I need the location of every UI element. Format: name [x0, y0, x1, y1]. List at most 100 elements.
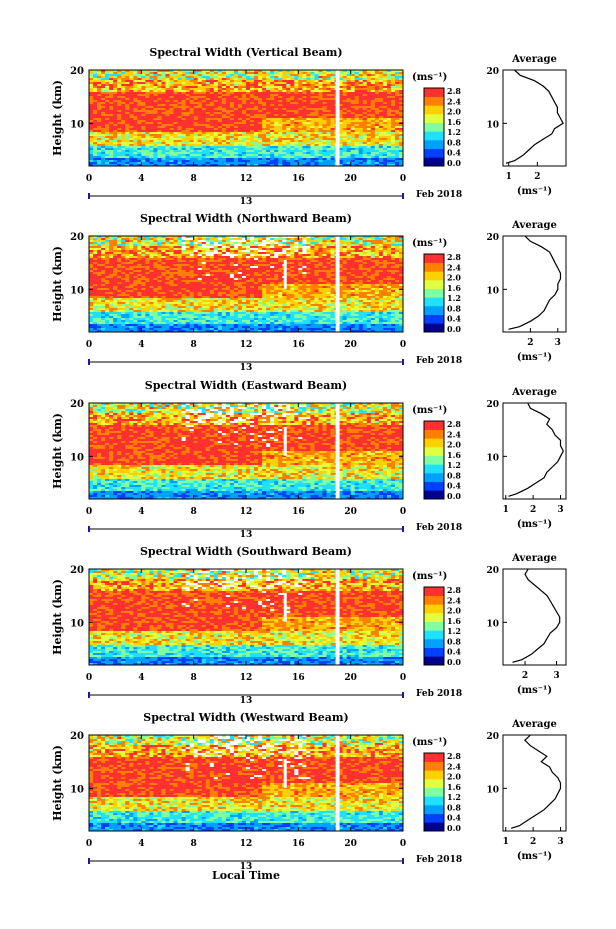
colorbar-segment: [424, 656, 444, 665]
x-tick-label: 16: [292, 507, 305, 517]
colorbar-segment: [424, 97, 444, 106]
data-gap-2: [336, 569, 340, 665]
colorbar-segment: [424, 271, 444, 280]
colorbar-segment: [424, 490, 444, 499]
colorbar-tick-label: 1.6: [447, 782, 461, 792]
y-tick-label: 10: [70, 452, 84, 463]
colorbar-tick-label: 0.4: [447, 481, 461, 491]
x-tick-label: 20: [344, 174, 357, 184]
avg-y-tick-label: 10: [486, 286, 499, 296]
colorbar-segment: [424, 280, 444, 289]
heatmap-cells: [89, 403, 403, 499]
heatmap-cells: [89, 236, 403, 332]
data-gap-1: [284, 759, 287, 788]
colorbar-tick-label: 0.0: [447, 823, 461, 833]
x-tick-label: 20: [344, 839, 357, 849]
average-profile-line: [509, 236, 561, 329]
x-tick-label: 16: [292, 673, 305, 683]
average-frame: [503, 569, 566, 665]
x-tick-label: 0: [400, 507, 406, 517]
avg-x-tick-label: 2: [530, 505, 536, 515]
y-tick-label: 20: [70, 232, 84, 243]
colorbar-segment: [424, 753, 444, 762]
y-tick-label: 10: [70, 119, 84, 130]
x-tick-label: 0: [86, 839, 92, 849]
colorbar-segment: [424, 131, 444, 140]
day-label: 13: [240, 197, 253, 207]
panel-2: Spectral Width (Northward Beam)2010Heigh…: [51, 212, 566, 373]
panel-4: Spectral Width (Southward Beam)2010Heigh…: [51, 545, 566, 706]
average-title: Average: [511, 387, 557, 398]
panel-5: Spectral Width (Westward Beam)2010Height…: [51, 711, 566, 872]
data-gap-1: [284, 593, 287, 622]
avg-y-tick-label: 20: [486, 233, 499, 243]
x-tick-label: 4: [138, 340, 144, 350]
colorbar-segment: [424, 88, 444, 97]
data-gap-2: [336, 403, 340, 499]
y-tick-label: 20: [70, 66, 84, 77]
colorbar-segment: [424, 770, 444, 779]
colorbar-segment: [424, 421, 444, 430]
data-gap-2: [336, 236, 340, 332]
colorbar-tick-label: 0.0: [447, 324, 461, 334]
colorbar-segment: [424, 648, 444, 657]
avg-x-tick-label: 1: [506, 172, 512, 182]
y-axis-label: Height (km): [51, 579, 64, 655]
x-tick-label: 0: [86, 340, 92, 350]
y-axis-label: Height (km): [51, 246, 64, 322]
panel-title: Spectral Width (Eastward Beam): [145, 379, 347, 392]
colorbar-tick-label: 0.0: [447, 657, 461, 667]
x-tick-label: 20: [344, 673, 357, 683]
y-axis-label: Height (km): [51, 745, 64, 821]
panel-title: Spectral Width (Vertical Beam): [149, 46, 342, 59]
x-tick-label: 20: [344, 507, 357, 517]
colorbar-tick-label: 1.2: [447, 626, 461, 636]
colorbar-segment: [424, 822, 444, 831]
x-tick-label: 12: [240, 839, 253, 849]
panel-1: Spectral Width (Vertical Beam)2010Height…: [51, 46, 566, 207]
x-axis-label: Local Time: [212, 869, 280, 882]
avg-x-tick-label: 2: [534, 172, 540, 182]
x-tick-label: 8: [191, 174, 197, 184]
average-profile-line: [511, 735, 560, 828]
colorbar-segment: [424, 254, 444, 263]
average-title: Average: [511, 54, 557, 65]
day-label: 13: [240, 363, 253, 373]
avg-x-tick-label: 2: [527, 338, 533, 348]
colorbar-tick-label: 0.4: [447, 647, 461, 657]
colorbar-unit: (ms⁻¹): [412, 571, 447, 582]
avg-x-tick-label: 3: [557, 505, 563, 515]
colorbar-tick-label: 0.0: [447, 491, 461, 501]
colorbar-unit: (ms⁻¹): [412, 238, 447, 249]
colorbar-tick-label: 2.8: [447, 419, 461, 429]
colorbar-segment: [424, 604, 444, 613]
x-tick-label: 12: [240, 673, 253, 683]
colorbar-tick-label: 0.8: [447, 137, 461, 147]
x-tick-label: 8: [191, 507, 197, 517]
colorbar-segment: [424, 114, 444, 123]
colorbar-tick-label: 2.8: [447, 751, 461, 761]
x-tick-label: 8: [191, 839, 197, 849]
colorbar-segment: [424, 140, 444, 149]
y-tick-label: 20: [70, 399, 84, 410]
avg-x-tick-label: 2: [522, 671, 528, 681]
avg-x-tick-label: 3: [553, 671, 559, 681]
colorbar-tick-label: 1.6: [447, 283, 461, 293]
x-tick-label: 4: [138, 507, 144, 517]
y-tick-label: 20: [70, 565, 84, 576]
colorbar-segment: [424, 263, 444, 272]
colorbar-tick-label: 2.8: [447, 86, 461, 96]
x-tick-label: 0: [86, 507, 92, 517]
colorbar-segment: [424, 788, 444, 797]
x-tick-label: 0: [86, 673, 92, 683]
x-tick-label: 20: [344, 340, 357, 350]
avg-y-tick-label: 10: [486, 785, 499, 795]
data-gap-1: [336, 70, 340, 166]
panel-title: Spectral Width (Southward Beam): [140, 545, 352, 558]
x-tick-label: 4: [138, 673, 144, 683]
y-tick-label: 10: [70, 784, 84, 795]
x-tick-label: 0: [400, 839, 406, 849]
colorbar-segment: [424, 639, 444, 648]
colorbar-tick-label: 2.0: [447, 440, 461, 450]
x-tick-label: 16: [292, 340, 305, 350]
